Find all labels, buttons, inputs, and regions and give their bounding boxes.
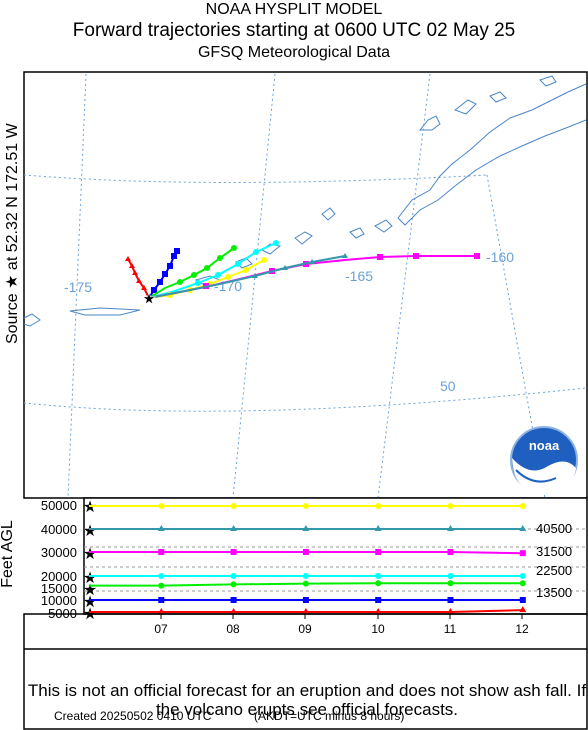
height-series-point-1-0 (157, 525, 165, 531)
x-tick-08: 08 (226, 622, 240, 636)
height-tick-40000: 40000 (41, 522, 77, 537)
height-right-31500: 31500 (536, 544, 572, 559)
height-series-point-6-2 (302, 608, 310, 614)
height-series-point-3-0 (158, 573, 165, 579)
map-trajectories: ★ (125, 240, 480, 308)
start-star-icon: ★ (83, 570, 97, 587)
start-star-icon: ★ (83, 499, 97, 516)
height-series-point-3-1 (230, 573, 237, 579)
map-frame (23, 71, 588, 499)
height-series-point-4-4 (447, 580, 454, 587)
height-series-point-3-5 (519, 573, 526, 579)
map-panel: -175 -170 -165 -160 50 (23, 71, 588, 499)
height-series-point-5-4 (447, 597, 454, 603)
height-tick-15000: 15000 (41, 581, 77, 596)
lon-label-170: -170 (214, 278, 242, 294)
graticule (23, 73, 587, 499)
x-tick-09: 09 (298, 622, 312, 636)
height-series-point-0-3 (375, 503, 382, 509)
height-right-labels: 40500 31500 22500 13500 (536, 521, 572, 600)
height-axis-title: Feet AGL (0, 520, 16, 588)
x-tick-12: 12 (515, 622, 529, 636)
height-series-point-6-1 (230, 608, 238, 614)
noaa-logo: noaa (510, 426, 578, 494)
height-series-point-5-2 (302, 597, 309, 603)
x-tick-07: 07 (154, 622, 168, 636)
start-star-icon: ★ (83, 594, 97, 611)
height-series-point-2-2 (302, 549, 309, 555)
height-series-point-4-1 (230, 581, 237, 588)
height-series-point-0-5 (519, 503, 526, 509)
disclaimer-text: This is not an official forecast for an … (27, 681, 587, 719)
height-series-point-3-2 (302, 573, 309, 579)
chart-title: Forward trajectories starting at 0600 UT… (72, 20, 516, 41)
height-series-point-6-4 (447, 608, 454, 614)
height-series-point-5-0 (158, 597, 165, 603)
height-right-22500: 22500 (536, 563, 572, 578)
height-series-point-3-3 (375, 573, 382, 579)
start-star-icon: ★ (83, 523, 97, 540)
height-series-point-1-4 (447, 525, 454, 531)
height-axis-labels: 50000 40000 30000 20000 15000 10000 5000 (41, 498, 77, 621)
height-series-point-6-3 (374, 608, 382, 614)
height-panel: 50000 40000 30000 20000 15000 10000 5000… (41, 497, 588, 636)
height-series-point-1-2 (302, 525, 310, 531)
height-tick-10000: 10000 (41, 593, 77, 608)
lat-label-50: 50 (440, 378, 456, 394)
start-star-icon: ★ (83, 546, 97, 563)
source-star-icon: ★ (142, 291, 156, 308)
height-series-point-5-1 (230, 597, 237, 603)
height-series-point-6-5 (519, 606, 527, 613)
height-series-point-6-0 (157, 608, 165, 614)
height-series-point-1-5 (519, 525, 527, 531)
map-grid-labels: -175 -170 -165 -160 50 (64, 249, 514, 394)
height-series-point-0-1 (230, 503, 237, 509)
lon-label-160: -160 (486, 249, 514, 265)
height-series-point-1-1 (230, 525, 238, 531)
height-right-40500: 40500 (536, 521, 572, 536)
lon-label-175: -175 (64, 279, 92, 295)
height-x-labels: 07 08 09 10 11 12 (154, 622, 529, 636)
noaa-logo-text: noaa (529, 438, 560, 453)
height-series-point-0-0 (158, 503, 165, 509)
height-tick-50000: 50000 (41, 498, 77, 513)
height-frame (83, 497, 588, 615)
height-series-point-0-4 (447, 503, 454, 509)
met-data-label: GFSQ Meteorological Data (197, 44, 391, 61)
x-tick-11: 11 (444, 622, 457, 636)
height-series-point-4-5 (519, 580, 526, 587)
height-tick-20000: 20000 (41, 569, 77, 584)
height-right-13500: 13500 (536, 585, 572, 600)
trajectory-cyan-markers (195, 240, 279, 286)
height-series-point-2-0 (158, 549, 165, 555)
footer-frame (23, 613, 588, 730)
height-series-point-4-3 (375, 580, 382, 587)
height-tick-30000: 30000 (41, 545, 77, 560)
height-series-point-3-4 (447, 573, 454, 579)
height-series-point-2-3 (375, 549, 382, 555)
height-source-stars: ★ ★ ★ ★ ★ ★ ★ (83, 499, 97, 623)
height-series-point-2-5 (519, 550, 526, 557)
trajectory-green-markers (177, 245, 237, 285)
akdt-note: (AKDT=UTC minus 8 hours) (254, 709, 405, 723)
height-series-point-2-1 (230, 549, 237, 555)
height-series-point-4-0 (158, 582, 165, 589)
height-series-point-5-3 (375, 597, 382, 603)
height-series-point-5-5 (519, 597, 526, 603)
height-series-point-2-4 (447, 549, 454, 555)
height-series-point-0-2 (302, 503, 309, 509)
lon-label-165: -165 (345, 268, 373, 284)
trajectory-blue-markers (151, 248, 180, 293)
coastline (23, 75, 587, 327)
created-timestamp: Created 20250502 0410 UTC (54, 709, 212, 723)
height-series-point-1-3 (374, 525, 382, 531)
model-title: NOAA HYSPLIT MODEL (205, 1, 383, 18)
trajectory-red-markers (125, 256, 147, 290)
height-x-ticks (160, 614, 523, 619)
height-series-point-4-2 (302, 580, 309, 587)
trajectory-teal-markers (252, 253, 348, 278)
height-series-layer (89, 503, 527, 614)
x-tick-10: 10 (371, 622, 385, 636)
